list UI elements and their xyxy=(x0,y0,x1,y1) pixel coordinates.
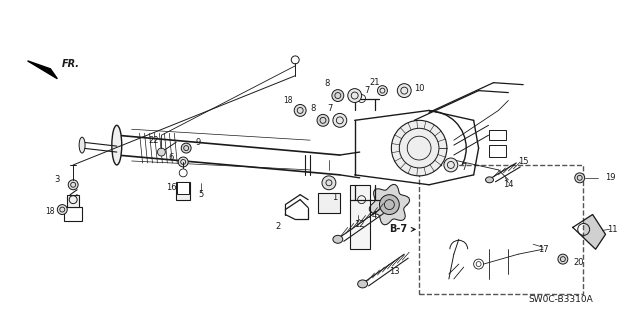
Circle shape xyxy=(294,105,306,116)
Text: 12: 12 xyxy=(355,220,365,229)
Circle shape xyxy=(157,148,165,156)
Ellipse shape xyxy=(358,280,367,288)
Bar xyxy=(488,130,506,140)
Circle shape xyxy=(392,120,447,176)
Text: B-7: B-7 xyxy=(389,224,415,234)
Text: 7: 7 xyxy=(461,163,467,173)
Text: 7: 7 xyxy=(327,104,333,113)
Polygon shape xyxy=(369,184,410,225)
Text: 10: 10 xyxy=(414,84,424,93)
Ellipse shape xyxy=(112,125,122,165)
Ellipse shape xyxy=(333,235,343,243)
Text: 14: 14 xyxy=(503,180,513,189)
Circle shape xyxy=(332,90,344,101)
Text: 18: 18 xyxy=(284,96,293,105)
Text: 5: 5 xyxy=(198,190,204,199)
Bar xyxy=(64,207,82,221)
Text: 4: 4 xyxy=(372,211,377,220)
Text: 3: 3 xyxy=(54,175,60,184)
Text: 1: 1 xyxy=(332,193,337,202)
Text: 20: 20 xyxy=(574,258,584,267)
Text: 8: 8 xyxy=(310,104,316,113)
Text: 19: 19 xyxy=(605,173,616,182)
Bar xyxy=(177,182,189,194)
Circle shape xyxy=(317,115,329,126)
Circle shape xyxy=(179,157,188,167)
Text: 2: 2 xyxy=(276,222,281,231)
Text: FR.: FR. xyxy=(62,59,80,69)
Text: 9: 9 xyxy=(195,138,201,147)
Polygon shape xyxy=(573,214,605,249)
Circle shape xyxy=(378,85,387,96)
Text: 6: 6 xyxy=(168,152,174,161)
Bar xyxy=(176,182,190,200)
Bar xyxy=(488,145,506,157)
Circle shape xyxy=(380,195,399,214)
Ellipse shape xyxy=(486,177,493,183)
Bar xyxy=(318,193,340,212)
Text: 7: 7 xyxy=(364,86,369,95)
Circle shape xyxy=(58,204,67,214)
Polygon shape xyxy=(28,61,58,79)
Circle shape xyxy=(68,180,78,190)
Circle shape xyxy=(575,173,585,183)
Text: SW0C-B3310A: SW0C-B3310A xyxy=(528,295,593,304)
Circle shape xyxy=(444,158,458,172)
Ellipse shape xyxy=(79,137,85,153)
Circle shape xyxy=(348,89,362,102)
Text: 11: 11 xyxy=(607,225,618,234)
Circle shape xyxy=(322,176,336,190)
Text: 8: 8 xyxy=(324,79,330,88)
Bar xyxy=(349,185,369,249)
Text: 15: 15 xyxy=(518,158,529,167)
Text: 22: 22 xyxy=(148,136,159,145)
Circle shape xyxy=(558,254,568,264)
Text: 17: 17 xyxy=(538,245,548,254)
Text: 21: 21 xyxy=(369,78,380,87)
Circle shape xyxy=(181,143,191,153)
Circle shape xyxy=(333,114,347,127)
Circle shape xyxy=(397,84,411,98)
Text: 13: 13 xyxy=(389,266,399,276)
Text: 16: 16 xyxy=(166,183,177,192)
Text: 18: 18 xyxy=(45,207,55,216)
Bar xyxy=(67,195,79,207)
Bar xyxy=(419,165,582,294)
